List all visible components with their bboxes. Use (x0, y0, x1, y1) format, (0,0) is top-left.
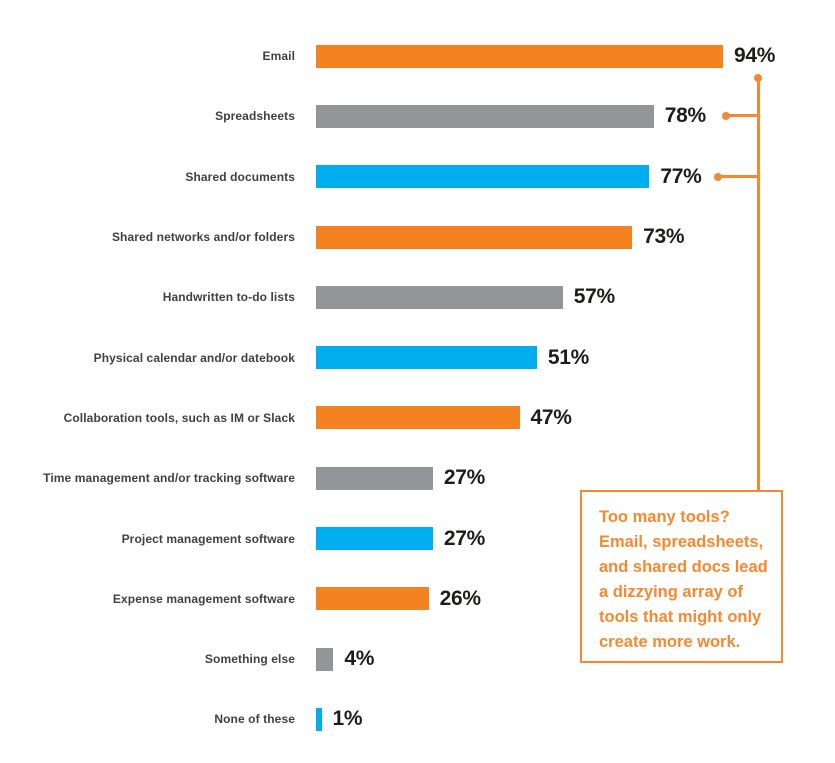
bar (316, 587, 429, 611)
chart-row: Spreadsheets 78% (0, 86, 835, 146)
value-label: 47% (530, 405, 572, 429)
value-label: 77% (660, 164, 702, 188)
connector-dot-spreadsheets (722, 111, 730, 120)
connector-line-shared-documents (719, 175, 758, 178)
bar (316, 346, 537, 370)
value-label: 1% (332, 707, 363, 731)
category-label: Project management software (121, 531, 295, 546)
value-label: 4% (344, 647, 375, 671)
chart-rows: Email 94% Spreadsheets 78% Shared docume… (0, 26, 835, 750)
chart-row: Email 94% (0, 26, 835, 86)
category-label: None of these (214, 712, 295, 727)
category-label: Something else (204, 652, 295, 667)
value-label: 27% (443, 526, 486, 550)
value-label: 26% (439, 586, 481, 610)
bar (316, 104, 654, 128)
annotation-box: Too many tools? Email, spreadsheets, and s… (580, 490, 783, 663)
connector-vertical-line (757, 77, 760, 490)
chart-row: Time management and/or tracking software… (0, 448, 835, 508)
connector-dot-email (754, 74, 762, 82)
bar (316, 285, 563, 309)
annotation-text-line: tools that might only (599, 608, 762, 626)
value-label: 27% (443, 466, 486, 490)
category-label: Spreadsheets (215, 109, 295, 124)
chart-row: Shared documents 77% (0, 147, 835, 207)
annotation-text-line: create more work. (599, 633, 741, 651)
connector-dot-shared-documents (714, 172, 722, 181)
annotation-text-line: a dizzying array of (599, 583, 743, 601)
bar (316, 225, 633, 249)
category-label: Email (262, 49, 295, 64)
connector-line-spreadsheets (727, 114, 758, 117)
category-label: Collaboration tools, such as IM or Slack (63, 410, 295, 425)
category-label: Handwritten to-do lists (162, 290, 295, 305)
value-label: 57% (573, 285, 615, 309)
annotation-text-line: Email, spreadsheets, (599, 533, 764, 551)
bar (316, 707, 322, 731)
bar (316, 647, 334, 671)
value-label: 94% (734, 44, 776, 68)
category-label: Physical calendar and/or datebook (93, 350, 295, 365)
annotation-text-line: Too many tools? (599, 508, 730, 526)
chart-row: Expense management software 26% (0, 569, 835, 629)
annotation-text-line: and shared docs lead (599, 558, 768, 576)
chart-row: Physical calendar and/or datebook 51% (0, 327, 835, 387)
value-label: 51% (547, 345, 589, 369)
chart-row: Project management software 27% (0, 508, 835, 568)
chart-row: Shared networks and/or folders 73% (0, 207, 835, 267)
category-label: Expense management software (112, 591, 295, 606)
bar (316, 44, 724, 68)
bar (316, 527, 433, 551)
category-label: Time management and/or tracking software (43, 471, 295, 486)
chart-row: None of these 1% (0, 689, 835, 749)
chart-row: Collaboration tools, such as IM or Slack… (0, 388, 835, 448)
bar (316, 466, 433, 490)
bar (316, 406, 520, 430)
category-label: Shared networks and/or folders (111, 230, 295, 245)
chart-row: Handwritten to-do lists 57% (0, 267, 835, 327)
bar (316, 165, 650, 189)
category-label: Shared documents (185, 169, 295, 184)
value-label: 78% (664, 104, 706, 128)
value-label: 73% (643, 225, 685, 249)
chart-row: Something else 4% (0, 629, 835, 689)
